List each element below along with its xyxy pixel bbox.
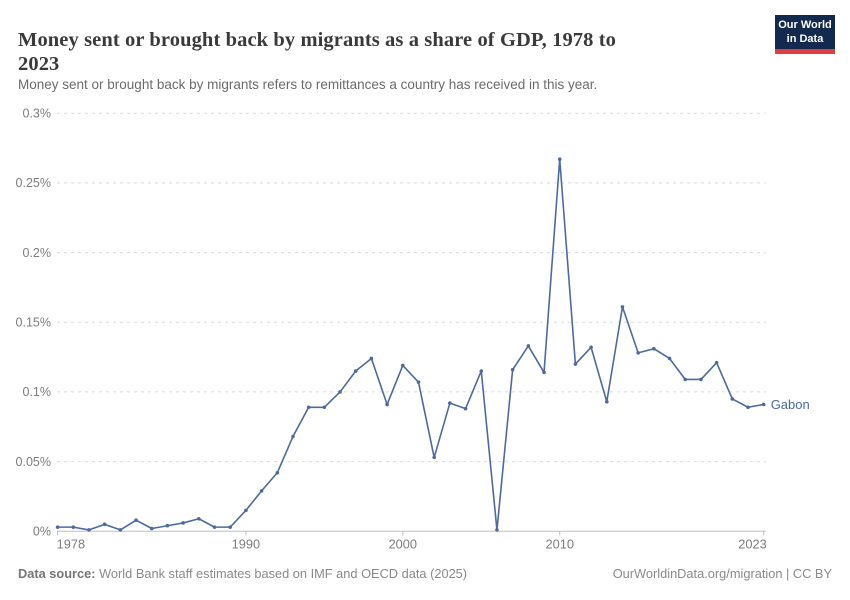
data-point: [573, 362, 578, 366]
data-point: [385, 402, 389, 407]
y-tick-label: 0.2%: [23, 246, 52, 260]
data-point: [667, 356, 672, 361]
data-point: [557, 157, 562, 161]
data-point: [244, 508, 248, 513]
data-source-label: Data source:: [18, 566, 96, 581]
data-point: [181, 521, 185, 525]
data-point: [699, 377, 703, 382]
data-point: [275, 470, 280, 475]
x-tick-label: 1990: [232, 536, 260, 551]
x-tick-label: 2000: [389, 536, 417, 551]
x-tick-label: 1978: [57, 536, 85, 551]
data-point: [416, 380, 421, 384]
data-source-text: World Bank staff estimates based on IMF …: [95, 566, 468, 581]
data-point: [306, 405, 311, 410]
y-tick-label: 0.05%: [16, 455, 51, 469]
owid-logo-red-bar: [775, 49, 835, 54]
owid-url-license[interactable]: OurWorldinData.org/migration | CC BY: [612, 566, 832, 581]
data-point: [165, 523, 170, 528]
data-point: [683, 377, 688, 382]
data-point: [542, 370, 546, 375]
chart-subtitle: Money sent or brought back by migrants r…: [18, 77, 598, 92]
line-chart: 0% 0.05% 0.1% 0.15% 0.2% 0.25% 0.3% 1978 1990 200…: [16, 107, 810, 552]
owid-logo-line1: Our World: [778, 19, 832, 31]
data-source-note: Data source: World Bank staff estimates …: [18, 566, 467, 581]
page-title-line1: Money sent or brought back by migrants a…: [18, 28, 616, 51]
data-point: [652, 346, 656, 351]
data-point: [526, 344, 531, 348]
y-tick-label: 0.15%: [16, 316, 51, 330]
data-point: [291, 434, 295, 439]
data-point: [714, 360, 719, 365]
data-point: [463, 406, 468, 411]
data-point: [510, 367, 515, 372]
y-tick-label: 0.3%: [23, 107, 52, 121]
data-point: [149, 526, 154, 531]
data-point: [118, 528, 123, 532]
data-point: [730, 397, 735, 401]
owid-logo: Our World in Data: [775, 15, 835, 54]
data-point: [353, 369, 358, 373]
data-point: [604, 399, 609, 404]
owid-logo-box: Our World in Data: [775, 15, 835, 49]
entity-label[interactable]: Gabon: [771, 397, 810, 412]
data-point: [228, 525, 233, 529]
data-point: [448, 401, 452, 405]
data-point: [71, 525, 76, 529]
data-point: [369, 356, 374, 361]
data-point: [589, 345, 593, 350]
data-point: [259, 489, 264, 493]
chart-footer: Data source: World Bank staff estimates …: [18, 566, 832, 581]
data-point: [197, 516, 201, 521]
data-point: [322, 405, 327, 410]
data-point: [636, 351, 640, 355]
data-point: [495, 528, 499, 532]
data-point: [87, 528, 91, 532]
data-point: [212, 525, 217, 529]
page-title: Money sent or brought back by migrants a…: [18, 28, 758, 76]
data-point: [55, 525, 60, 529]
data-point: [401, 363, 405, 368]
data-point: [338, 390, 342, 394]
y-tick-label: 0.25%: [16, 176, 51, 190]
data-point: [102, 522, 107, 527]
data-point: [134, 518, 138, 522]
data-point: [479, 369, 484, 373]
owid-logo-line2: in Data: [786, 32, 824, 45]
data-point: [432, 455, 436, 460]
data-point: [620, 305, 625, 309]
page-title-line2: 2023: [18, 52, 60, 75]
y-tick-label: 0%: [33, 525, 51, 539]
data-point: [761, 402, 766, 407]
data-point: [746, 405, 750, 410]
y-tick-label: 0.1%: [23, 385, 52, 399]
chart-line: [57, 158, 764, 531]
x-tick-label: 2010: [545, 536, 573, 551]
x-tick-label: 2023: [738, 536, 766, 551]
